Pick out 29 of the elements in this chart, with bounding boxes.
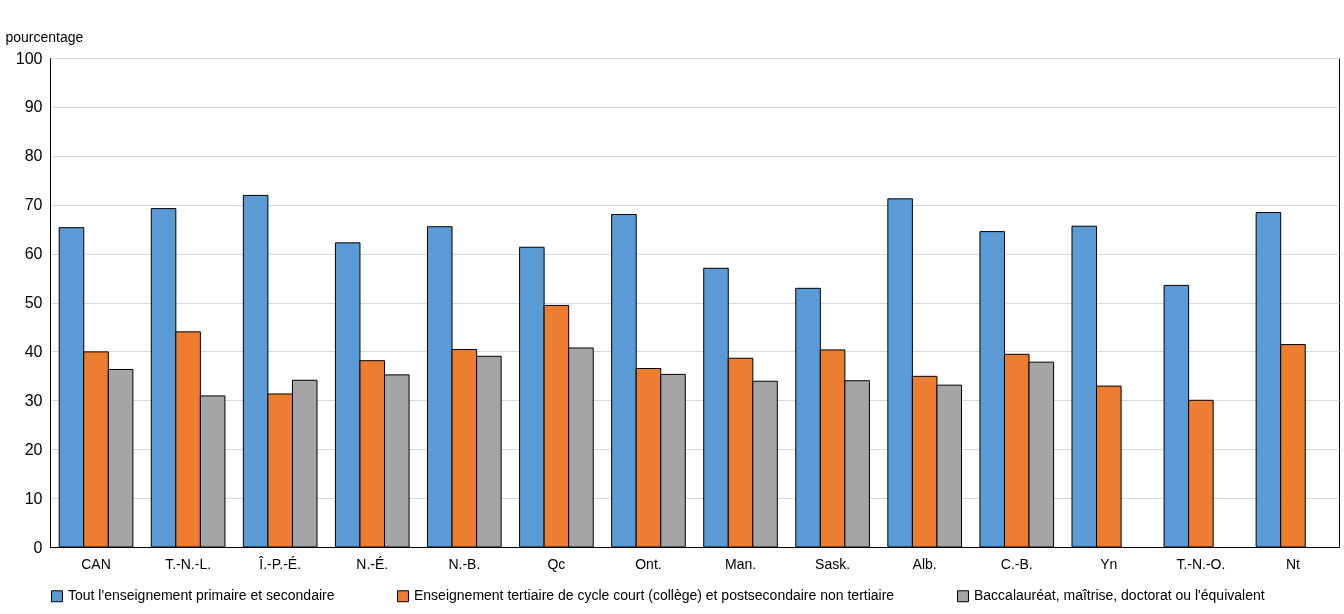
x-tick-label: T.-N.-O. bbox=[1176, 555, 1226, 572]
x-tick-label: Man. bbox=[724, 555, 757, 572]
x-tick-label: Alb. bbox=[912, 555, 937, 572]
x-tick-label: Yn bbox=[1100, 555, 1118, 572]
y-tick-label: 0 bbox=[33, 538, 43, 556]
y-tick-label: 90 bbox=[24, 98, 43, 116]
x-tick-label: Qc bbox=[547, 555, 566, 572]
y-tick-label: 60 bbox=[24, 245, 43, 263]
x-tick-label: C.-B. bbox=[1000, 555, 1033, 572]
x-tick-label: N.-B. bbox=[448, 555, 481, 572]
y-tick-label: 20 bbox=[24, 440, 43, 458]
y-tick-label: 100 bbox=[15, 49, 43, 67]
x-tick-label: Nt bbox=[1285, 555, 1301, 572]
y-tick-label: 50 bbox=[24, 294, 43, 311]
y-axis-title: pourcentage bbox=[5, 28, 84, 45]
x-tick-label: CAN bbox=[81, 555, 111, 572]
x-tick-label: Ont. bbox=[635, 555, 662, 572]
y-tick-label: 70 bbox=[24, 196, 43, 214]
y-tick-label: 40 bbox=[24, 342, 43, 360]
legend-label: Baccalauréat, maîtrise, doctorat ou l'équivalent bbox=[974, 587, 1265, 604]
x-tick-label: N.-É. bbox=[356, 555, 389, 572]
x-tick-label: T.-N.-L. bbox=[165, 555, 212, 572]
y-tick-label: 80 bbox=[24, 147, 43, 165]
y-tick-label: 10 bbox=[24, 489, 43, 507]
legend-label: Tout l'enseignement primaire et secondaire bbox=[68, 587, 335, 604]
y-tick-label: 30 bbox=[24, 391, 43, 409]
legend-label: Enseignement tertiaire de cycle court (collège) et postsecondaire non tertiaire bbox=[414, 587, 895, 604]
x-tick-label: Sask. bbox=[815, 555, 851, 572]
x-tick-label: Î.-P.-É. bbox=[258, 555, 302, 572]
